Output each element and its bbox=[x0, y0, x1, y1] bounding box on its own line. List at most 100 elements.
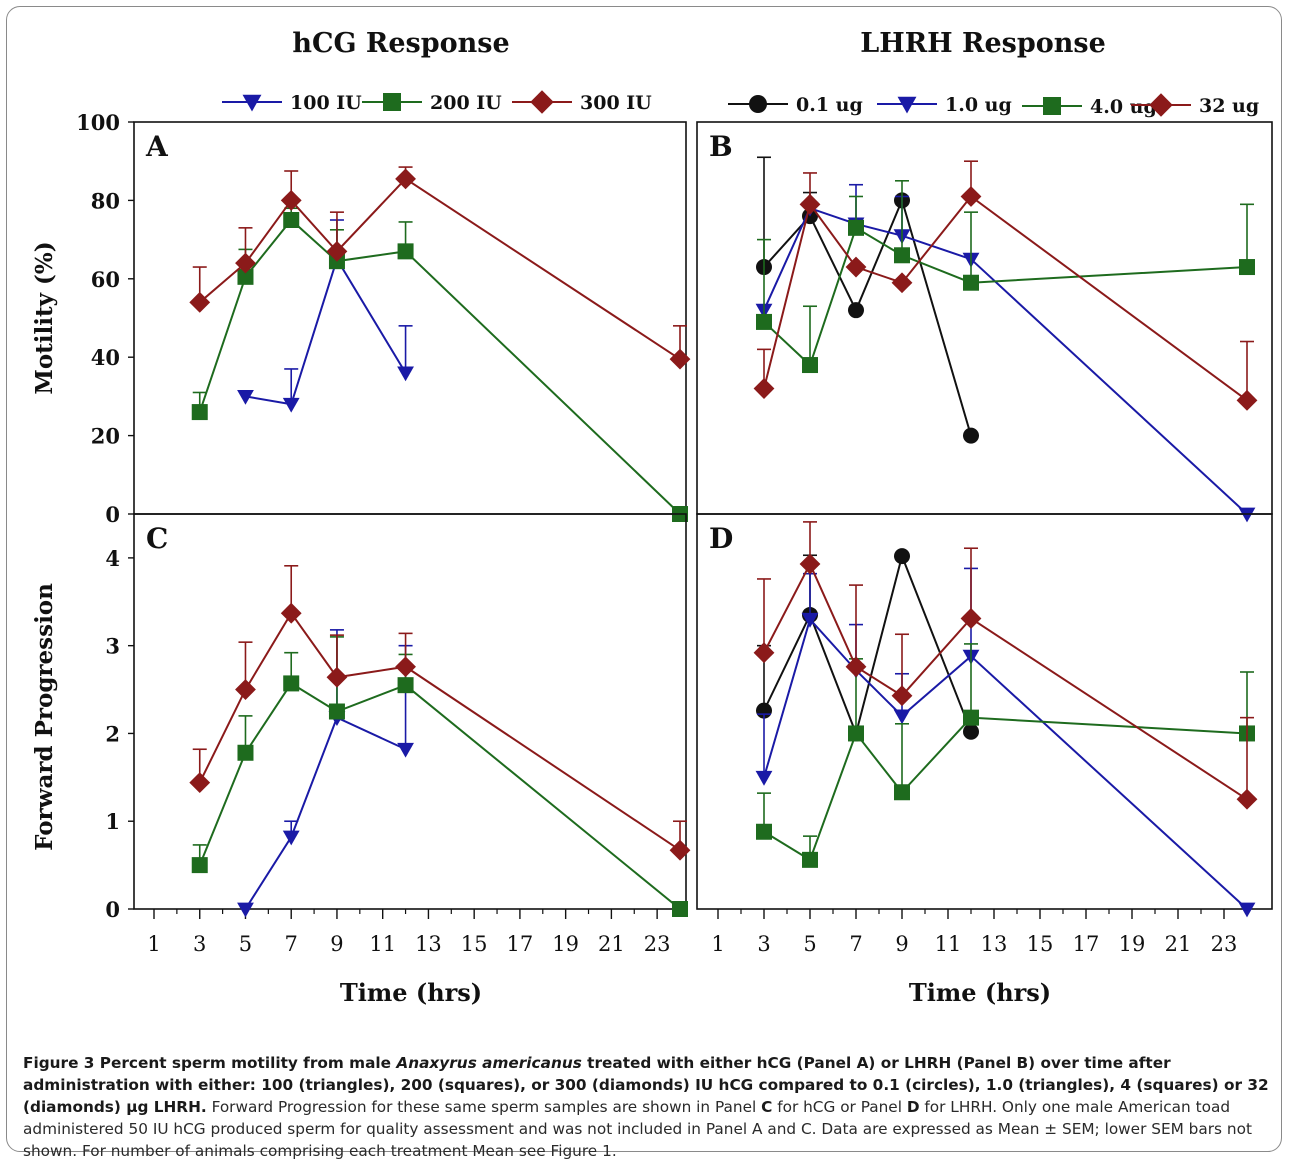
panel-frame bbox=[133, 513, 687, 910]
legend-label: 4.0 ug bbox=[1090, 96, 1157, 118]
series-32-ug bbox=[753, 521, 1258, 810]
data-point bbox=[1239, 259, 1255, 276]
figure-caption: Figure 3 Percent sperm motility from mal… bbox=[23, 1052, 1275, 1162]
legend-marker bbox=[242, 94, 262, 112]
series-line bbox=[198, 218, 681, 515]
caption-text-1: Forward Progression for these same sperm… bbox=[206, 1098, 762, 1116]
x-tick-label: 5 bbox=[803, 932, 816, 956]
y-tick-label: 60 bbox=[91, 267, 120, 292]
hcg-legend-300-iu: 300 IU bbox=[512, 90, 652, 114]
x-tick-label: 21 bbox=[598, 932, 625, 956]
y-tick-label: 100 bbox=[76, 110, 120, 135]
series-100-iu bbox=[237, 219, 414, 413]
data-point bbox=[801, 612, 819, 628]
x-tick-label: 23 bbox=[644, 932, 671, 956]
panel-letter: A bbox=[145, 130, 169, 163]
data-point bbox=[960, 186, 982, 207]
data-point bbox=[397, 243, 414, 260]
title-hcg: hCG Response bbox=[292, 28, 509, 59]
data-point bbox=[237, 744, 254, 761]
series-line bbox=[763, 226, 1248, 367]
ylabel-forward-progression: Forward Progression bbox=[31, 583, 58, 851]
data-point bbox=[283, 675, 300, 692]
y-tick-label: 40 bbox=[91, 345, 120, 370]
data-point bbox=[893, 709, 911, 725]
legend-marker bbox=[749, 95, 767, 113]
legend-marker bbox=[383, 93, 401, 111]
x-tick-label: 1 bbox=[711, 932, 724, 956]
x-tick-label: 7 bbox=[849, 932, 862, 956]
series-line bbox=[244, 716, 406, 910]
x-tick-label: 11 bbox=[935, 932, 962, 956]
data-point bbox=[237, 390, 254, 405]
data-point bbox=[282, 397, 300, 413]
x-tick-label: 5 bbox=[239, 932, 252, 956]
x-tick-label: 15 bbox=[1027, 932, 1054, 956]
data-point bbox=[189, 772, 211, 793]
data-point bbox=[669, 348, 691, 370]
data-point bbox=[328, 703, 345, 720]
panel-letter: D bbox=[709, 522, 733, 555]
data-point bbox=[755, 770, 773, 786]
ylabel-motility: Motility (%) bbox=[31, 241, 58, 394]
hcg-legend-200-iu: 200 IU bbox=[362, 92, 502, 114]
caption-text-2: for hCG or Panel bbox=[772, 1098, 907, 1116]
y-tick-label: 4 bbox=[105, 546, 120, 571]
data-point bbox=[237, 902, 254, 918]
panel-frame bbox=[696, 513, 1273, 910]
x-tick-label: 15 bbox=[461, 932, 488, 956]
x-tick-label: 21 bbox=[1165, 932, 1192, 956]
series-32-ug bbox=[753, 160, 1258, 411]
x-tick-label: 19 bbox=[552, 932, 579, 956]
data-point bbox=[891, 272, 913, 294]
data-point bbox=[326, 240, 348, 262]
lhrh-legend-0-1-ug: 0.1 ug bbox=[728, 94, 863, 116]
data-point bbox=[848, 302, 864, 319]
legend-marker bbox=[530, 90, 554, 114]
caption-bold-start: Figure 3 Percent sperm motility from mal… bbox=[23, 1054, 397, 1072]
data-point bbox=[280, 190, 302, 211]
panel-letter: B bbox=[709, 130, 733, 163]
figure-frame bbox=[6, 6, 1282, 1152]
title-lhrh: LHRH Response bbox=[860, 28, 1106, 59]
x-tick-label: 23 bbox=[1211, 932, 1238, 956]
series-line bbox=[763, 207, 1248, 515]
y-tick-label: 1 bbox=[105, 809, 120, 834]
data-point bbox=[235, 679, 256, 700]
y-tick-label: 20 bbox=[91, 424, 120, 449]
data-point bbox=[280, 602, 302, 624]
caption-text-3: for LHRH. Only one male American toad ad… bbox=[23, 1098, 1252, 1160]
data-point bbox=[753, 642, 775, 664]
panel-frame bbox=[696, 121, 1273, 515]
figure-chart: hCG Response LHRH Response Motility (%) … bbox=[31, 28, 1273, 1007]
series-100-iu bbox=[237, 629, 414, 918]
x-tick-label: 19 bbox=[1119, 932, 1146, 956]
series-line bbox=[245, 256, 407, 406]
x-tick-label: 1 bbox=[147, 932, 160, 956]
data-point bbox=[756, 823, 772, 840]
x-tick-label: 17 bbox=[1073, 932, 1100, 956]
hcg-legend-100-iu: 100 IU bbox=[222, 92, 362, 114]
data-point bbox=[237, 268, 254, 285]
data-point bbox=[1238, 507, 1256, 523]
data-point bbox=[672, 901, 688, 917]
legend-marker bbox=[897, 96, 917, 114]
data-point bbox=[802, 851, 818, 868]
series-1-0-ug bbox=[755, 183, 1256, 523]
series-line bbox=[198, 611, 681, 852]
series-300-iu bbox=[189, 166, 691, 370]
series-line bbox=[763, 716, 1248, 862]
x-tick-label: 9 bbox=[330, 932, 343, 956]
series-line bbox=[763, 195, 1248, 402]
legend-label: 100 IU bbox=[290, 92, 362, 114]
x-tick-label: 13 bbox=[981, 932, 1008, 956]
y-tick-label: 80 bbox=[91, 188, 120, 213]
data-point bbox=[894, 784, 910, 801]
data-point bbox=[845, 256, 867, 278]
data-point bbox=[326, 666, 348, 688]
data-point bbox=[1236, 389, 1258, 411]
data-point bbox=[799, 553, 821, 575]
series-0-1-ug bbox=[756, 156, 979, 444]
data-point bbox=[191, 404, 208, 421]
